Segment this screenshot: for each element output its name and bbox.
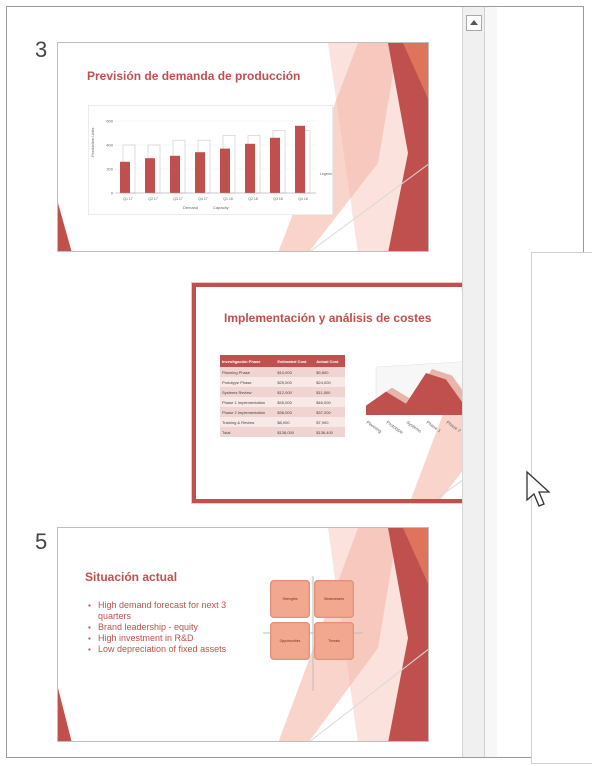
table-row: Prototype Phase $25,000 $24,000	[220, 377, 345, 387]
editor-slide-canvas	[531, 252, 592, 764]
table-header-cell: Actual Cost	[314, 355, 345, 367]
vertical-scrollbar[interactable]	[462, 7, 485, 757]
arrow-cursor-icon	[526, 470, 551, 507]
bar-demand	[295, 125, 305, 193]
x-tick-label: Q4 17	[198, 197, 208, 201]
bar-demand	[170, 155, 180, 193]
legend-item: Demand	[183, 205, 198, 210]
x-tick-label: Q1 18	[223, 197, 233, 201]
slides-pane-window: 3 Previsión de demanda de producción Pro…	[6, 6, 592, 764]
matrix-box-weaknesses: Weaknesses	[314, 580, 354, 618]
bar-demand	[245, 143, 255, 193]
bullet-item: Low depreciation of fixed assets	[88, 644, 258, 655]
bar-demand	[270, 137, 280, 193]
table-cell: $45,000	[275, 397, 315, 407]
table-cell: $136,400	[314, 427, 345, 437]
bar-demand	[120, 161, 130, 193]
x-tick-label: Phase 2	[445, 420, 462, 434]
table-row: Total $138,000 $136,400	[220, 427, 345, 437]
bar-demand	[220, 148, 230, 193]
x-tick-label: Prototype	[385, 420, 404, 435]
table-cell: $37,200	[314, 407, 345, 417]
bullet-list: High demand forecast for next 3 quarters…	[88, 600, 258, 655]
slide-thumbnail-5[interactable]: Situación actual High demand forecast fo…	[57, 527, 429, 742]
bullet-item: High demand forecast for next 3 quarters	[88, 600, 258, 622]
x-tick-label: Q2 18	[248, 197, 258, 201]
table-header-cell: Investigación Phase	[220, 355, 276, 367]
area-series	[366, 373, 466, 415]
x-tick-label: Q2 17	[148, 197, 158, 201]
y-tick-label: 0	[111, 191, 114, 196]
legend-side-label: Legend	[320, 172, 332, 176]
y-tick-label: 600	[106, 119, 113, 124]
matrix-box-threats: Threats	[314, 622, 354, 660]
table-cell: $138,000	[275, 427, 315, 437]
slide-title: Previsión de demanda de producción	[87, 69, 301, 83]
x-tick-label: Q3 17	[173, 197, 183, 201]
table-cell: $8,000	[275, 417, 315, 427]
x-tick-label: Planning	[365, 420, 383, 434]
bar-demand	[195, 152, 205, 193]
bar-demand	[145, 158, 155, 193]
table-row: Systems Review $12,000 $11,500	[220, 387, 345, 397]
x-tick-label: Q3 18	[273, 197, 283, 201]
y-tick-label: 200	[106, 167, 113, 172]
slide-title: Situación actual	[85, 570, 178, 584]
slide-number-3: 3	[35, 37, 48, 62]
table-cell: Phase 1 Implementation	[220, 397, 276, 407]
x-tick-label: Systems	[405, 420, 423, 434]
slide-number-5: 5	[35, 529, 48, 554]
table-cell: $9,800	[314, 367, 345, 377]
slide-thumbnail-pane[interactable]: 3 Previsión de demanda de producción Pro…	[7, 7, 570, 757]
table-cell: Total	[220, 427, 276, 437]
table-cell: $11,500	[314, 387, 345, 397]
matrix-box-opportunities: Opportunities	[270, 622, 310, 660]
slide-editor-area[interactable]	[497, 7, 592, 764]
table-row: Phase 1 Implementation $45,000 $46,000	[220, 397, 345, 407]
y-axis-label: Production Units	[90, 128, 95, 157]
cost-table: Investigación Phase Estimated Cost Actual …	[220, 355, 345, 437]
table-cell: Training & Review	[220, 417, 276, 427]
table-cell: $38,000	[275, 407, 315, 417]
table-row: Training & Review $8,000 $7,900	[220, 417, 345, 427]
table-row: Phase 2 Implementation $38,000 $37,200	[220, 407, 345, 417]
scroll-up-button[interactable]	[466, 15, 482, 31]
table-cell: $10,000	[275, 367, 315, 377]
table-cell: Systems Review	[220, 387, 276, 397]
bullet-item: Brand leadership - equity	[88, 622, 258, 633]
table-cell: Prototype Phase	[220, 377, 276, 387]
y-tick-label: 400	[106, 143, 113, 148]
table-cell: $46,000	[314, 397, 345, 407]
slide-title: Implementación y análisis de costes	[224, 311, 432, 325]
table-cell: Planning Phase	[220, 367, 276, 377]
legend-item: Capacity	[213, 205, 229, 210]
table-cell: $24,000	[314, 377, 345, 387]
x-tick-label: Q4 18	[298, 197, 308, 201]
slide-thumbnail-3[interactable]: Previsión de demanda de producción Produ…	[57, 42, 429, 252]
table-cell: $25,000	[275, 377, 315, 387]
production-bar-chart: Production Units 600 400 200 0 Q1 17 Q2 17 Q3 …	[88, 105, 333, 215]
table-row: Planning Phase $10,000 $9,800	[220, 367, 345, 377]
x-tick-label: Q1 17	[123, 197, 133, 201]
x-tick-label: Phase 1	[425, 420, 442, 434]
pane-splitter[interactable]	[484, 7, 498, 757]
bullet-item: High investment in R&D	[88, 633, 258, 644]
table-cell: $7,900	[314, 417, 345, 427]
matrix-box-strengths: Strengths	[270, 580, 310, 618]
table-cell: Phase 2 Implementation	[220, 407, 276, 417]
table-header-cell: Estimated Cost	[275, 355, 315, 367]
table-cell: $12,000	[275, 387, 315, 397]
